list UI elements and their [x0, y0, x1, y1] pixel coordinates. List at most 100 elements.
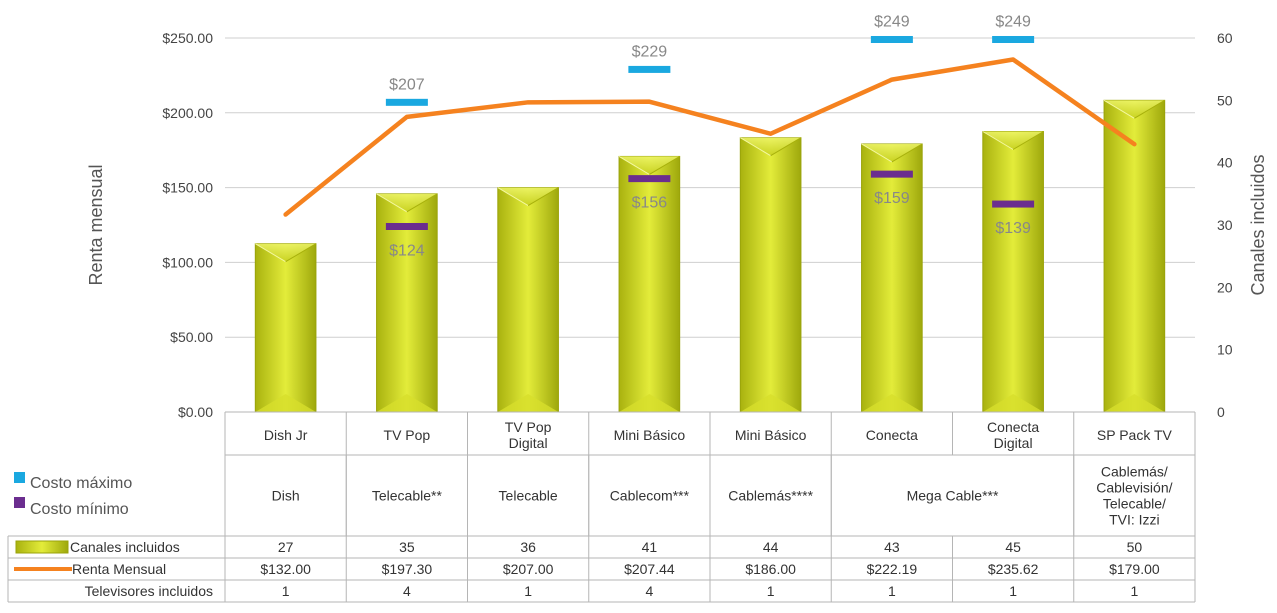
category-label-line: TV Pop: [505, 419, 552, 435]
category-label-line: Digital: [509, 435, 548, 451]
bar-top-bevel: [1104, 100, 1165, 119]
cost-max-marker: [628, 65, 671, 73]
bar-canales-incluidos: [1103, 99, 1166, 413]
y-left-tick-label: $250.00: [162, 30, 213, 46]
bar-bevel-edge: [1012, 131, 1044, 150]
y-left-tick-label: $100.00: [162, 254, 213, 270]
cost-max-label: $249: [995, 13, 1031, 30]
bar-top-bevel: [376, 193, 438, 212]
bar-bevel-edge: [376, 193, 408, 213]
table-cell: 4: [403, 583, 411, 599]
row-label: Renta Mensual: [72, 561, 166, 577]
category-label: TV Pop Digital: [505, 419, 552, 451]
category-label: SP Pack TV: [1097, 427, 1173, 443]
category-label-line: Conecta: [987, 419, 1039, 435]
y-right-tick-label: 50: [1217, 92, 1233, 108]
provider-label-line: Telecable/: [1103, 496, 1166, 512]
bar-body: [497, 187, 559, 413]
bar-body: [739, 137, 802, 413]
table-cell: 1: [888, 583, 896, 599]
category-label: TV Pop: [384, 427, 431, 443]
category-label: Dish Jr: [264, 427, 308, 443]
table-cell: 43: [884, 539, 900, 555]
bar-top-bevel: [740, 137, 801, 156]
cost-max-label: $229: [632, 43, 668, 60]
cost-max-label: $207: [389, 76, 425, 93]
bar-bevel-edge: [740, 137, 771, 157]
bar-body: [861, 143, 923, 413]
provider-label: Mega Cable***: [907, 488, 999, 504]
bar-bevel-edge: [649, 156, 680, 175]
bar-bevel-edge: [1134, 99, 1165, 119]
bar-bevel-edge: [1103, 99, 1135, 119]
table-cell: 45: [1005, 539, 1021, 555]
bar-top-bevel: [255, 243, 316, 262]
provider-label: Dish: [272, 488, 300, 504]
bar-bottom-bevel: [255, 394, 316, 412]
provider-label: Cablecom***: [610, 488, 690, 504]
bar-top-bevel: [861, 143, 923, 162]
bar-bottom-bevel: [619, 394, 680, 412]
y-left-tick-label: $50.00: [170, 329, 213, 345]
table-cell: 1: [282, 583, 290, 599]
y-left-tick-label: $150.00: [162, 180, 213, 196]
row-label: Televisores incluidos: [85, 583, 213, 599]
bar-bevel-edge: [891, 143, 923, 163]
cost-min-marker: [992, 200, 1035, 208]
table-cell: $207.44: [624, 561, 675, 577]
bar-bevel-edge: [285, 243, 317, 263]
y-left-axis-title: Renta mensual: [86, 164, 106, 285]
bar-bevel-edge: [861, 143, 893, 163]
legend-swatch-cost-max: [14, 472, 25, 483]
bar-top-bevel: [619, 156, 680, 175]
legend-swatch-cost-min: [14, 497, 25, 508]
bar-canales-incluidos: [861, 143, 923, 413]
category-label: Mini Básico: [614, 427, 686, 443]
y-right-tick-label: 20: [1217, 279, 1233, 295]
table-cell: 36: [520, 539, 536, 555]
cost-min-label: $124: [389, 242, 425, 259]
bar-canales-incluidos: [618, 155, 681, 413]
bar-bottom-bevel: [861, 394, 923, 412]
bar-bevel-edge: [527, 187, 559, 207]
table-cell: 4: [645, 583, 653, 599]
table-cell: $197.30: [382, 561, 433, 577]
bar-canales-incluidos: [497, 187, 559, 413]
cost-max-marker: [870, 35, 913, 43]
provider-label: Cablemás/Cablevisión/Telecable/TVI: Izzi: [1096, 464, 1172, 528]
cost-min-marker: [628, 175, 671, 183]
category-label: Conecta Digital: [987, 419, 1039, 451]
table-cell: $179.00: [1109, 561, 1160, 577]
y-right-tick-label: 0: [1217, 404, 1225, 420]
cost-min-label: $156: [632, 195, 668, 212]
y-right-tick-label: 30: [1217, 217, 1233, 233]
bar-top-bevel: [497, 187, 559, 206]
table-cell: 35: [399, 539, 415, 555]
y-right-tick-label: 60: [1217, 30, 1233, 46]
y-left-tick-label: $200.00: [162, 105, 213, 121]
table-cell: 41: [642, 539, 658, 555]
y-left-tick-label: $0.00: [178, 404, 213, 420]
table-cell: 1: [767, 583, 775, 599]
table-cell: $186.00: [745, 561, 796, 577]
provider-label: Telecable**: [372, 488, 443, 504]
table-cell: 1: [524, 583, 532, 599]
provider-label-line: TVI: Izzi: [1109, 512, 1160, 528]
bar-body: [254, 243, 317, 413]
bar-canales-incluidos: [739, 137, 802, 413]
y-right-tick-label: 10: [1217, 342, 1233, 358]
bar-bottom-bevel: [982, 394, 1044, 412]
bar-bevel-edge: [618, 156, 650, 175]
category-label-line: Digital: [994, 435, 1033, 451]
provider-label: Cablemás****: [728, 488, 813, 504]
category-label: Conecta: [866, 427, 918, 443]
bar-bottom-bevel: [497, 394, 559, 412]
cost-max-marker: [385, 98, 428, 106]
bar-bottom-bevel: [1104, 394, 1165, 412]
table-cell: $207.00: [503, 561, 554, 577]
table-cell: 50: [1127, 539, 1143, 555]
cost-max-label: $249: [874, 13, 910, 30]
provider-label-line: Cablevisión/: [1096, 480, 1172, 496]
